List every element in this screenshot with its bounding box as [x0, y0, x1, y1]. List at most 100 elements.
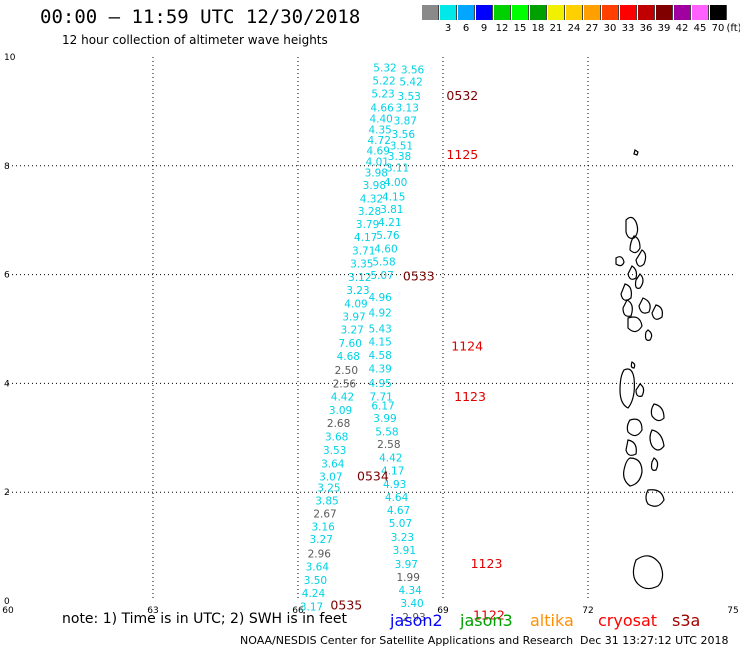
lat-tick-label: 2: [4, 488, 10, 498]
island-outline-13: [619, 368, 635, 409]
chart-title: 00:00 – 11:59 UTC 12/30/2018: [40, 6, 361, 28]
wave-height-value: 4.58: [368, 350, 391, 362]
wave-height-value: 3.97: [342, 311, 365, 323]
wave-height-value: 3.23: [346, 285, 369, 297]
wave-height-value: 4.39: [368, 364, 391, 376]
legend-swatch-14: [674, 5, 691, 20]
wave-height-value: 3.40: [400, 598, 423, 610]
lon-tick-label: 72: [582, 606, 593, 616]
wave-height-value: 4.67: [387, 505, 410, 517]
wave-height-value: 4.68: [337, 351, 360, 363]
island-outline-3: [635, 249, 647, 267]
wave-height-value: 3.09: [329, 405, 352, 417]
legend-label-15: 45: [693, 23, 707, 34]
wave-height-value: 2.58: [377, 439, 400, 451]
wave-height-value: 2.96: [308, 549, 332, 561]
wave-height-value: 3.27: [340, 325, 363, 337]
wave-height-value: 2.50: [335, 365, 358, 377]
island-outline-1: [625, 216, 639, 239]
island-outline-18: [649, 429, 665, 451]
wave-height-value: 4.00: [384, 177, 407, 189]
wave-height-value: 7.71: [369, 391, 392, 403]
mission-altika: altika: [530, 611, 574, 630]
wave-height-value: 5.07: [389, 518, 412, 530]
island-outline-8: [622, 299, 633, 317]
wave-height-value: 3.85: [315, 495, 338, 507]
island-outline-11: [651, 304, 663, 320]
island-outline-23: [632, 555, 664, 590]
wave-height-value: 4.72: [368, 135, 391, 147]
legend-swatch-7: [548, 5, 565, 20]
legend-label-13: 39: [657, 23, 671, 34]
island-outline-20: [623, 457, 643, 487]
legend-swatch-4: [494, 5, 511, 20]
island-outline-10: [627, 316, 643, 333]
mission-jason3: jason3: [460, 611, 513, 630]
wave-height-value: 3.68: [325, 432, 348, 444]
wave-height-value: 4.93: [383, 479, 406, 491]
wave-height-value: 5.32: [373, 62, 396, 74]
legend-swatch-12: [638, 5, 655, 20]
generated-timestamp: Dec 31 13:27:12 UTC 2018: [580, 634, 729, 647]
wave-height-value: 4.24: [302, 588, 326, 600]
pass-time-label: 1123: [454, 389, 486, 404]
wave-height-value: 3.64: [321, 458, 345, 470]
chart-subtitle: 12 hour collection of altimeter wave hei…: [62, 33, 328, 47]
island-outline-9: [638, 297, 651, 314]
legend-swatch-15: [692, 5, 709, 20]
wave-height-value: 4.34: [398, 585, 422, 597]
wave-height-value: 3.97: [395, 559, 418, 571]
lat-tick-label: 0: [4, 597, 10, 607]
wave-height-value: 3.98: [363, 180, 386, 192]
lon-tick-label: 63: [147, 606, 158, 616]
lon-tick-label: 60: [2, 606, 14, 616]
wave-height-value: 3.56: [392, 129, 416, 141]
legend-label-16: 70: [711, 23, 725, 34]
legend-label-1: 3: [444, 23, 452, 34]
legend-label-10: 30: [603, 23, 617, 34]
wave-height-value: 3.53: [397, 91, 420, 103]
legend-swatch-6: [530, 5, 547, 20]
wave-height-value: 3.27: [310, 534, 333, 546]
pass-time-label: 1122: [473, 608, 505, 623]
island-outline-2: [629, 235, 641, 254]
wave-height-value: 5.58: [372, 257, 395, 269]
wave-height-value: 3.28: [358, 206, 381, 218]
wave-height-value: 3.11: [386, 162, 409, 174]
wave-height-value: 3.99: [373, 413, 396, 425]
island-outline-16: [650, 403, 665, 422]
wave-height-value: 2.67: [313, 508, 336, 520]
island-outline-22: [645, 489, 665, 507]
legend-label-14: 42: [675, 23, 689, 34]
legend-label-8: 24: [567, 23, 581, 34]
lat-tick-label: 8: [4, 162, 10, 172]
wave-height-value: 3.64: [306, 562, 330, 574]
legend-label-12: 36: [639, 23, 653, 34]
wave-height-value: 4.17: [381, 465, 404, 477]
island-outline-21: [650, 457, 659, 471]
wave-height-value: 3.50: [304, 575, 327, 587]
wave-height-value: 4.92: [368, 308, 391, 320]
lon-tick-label: 75: [727, 606, 738, 616]
wave-height-value: 5.43: [368, 323, 391, 335]
wave-height-value: 4.17: [354, 232, 377, 244]
wave-height-value: 5.42: [399, 76, 422, 88]
wave-height-value: 4.40: [369, 113, 392, 125]
island-outline-4: [615, 256, 625, 267]
island-outline-12: [644, 329, 653, 341]
wave-height-value: 5.23: [371, 88, 394, 100]
wave-height-value: 3.53: [323, 445, 346, 457]
island-outline-17: [626, 418, 643, 437]
wave-height-value: 1.99: [397, 572, 420, 584]
lon-tick-label: 66: [292, 606, 304, 616]
credit-line: NOAA/NESDIS Center for Satellite Applica…: [240, 634, 574, 647]
pass-time-label: 1124: [451, 338, 483, 353]
mission-cryosat: cryosat: [598, 611, 658, 630]
legend-swatch-2: [458, 5, 475, 20]
wave-height-value: 6.17: [371, 401, 394, 413]
wave-height-value: 2.68: [327, 418, 350, 430]
wave-height-value: 3.16: [311, 521, 335, 533]
pass-time-label: 1125: [446, 147, 478, 162]
wave-height-value: 5.58: [375, 426, 398, 438]
